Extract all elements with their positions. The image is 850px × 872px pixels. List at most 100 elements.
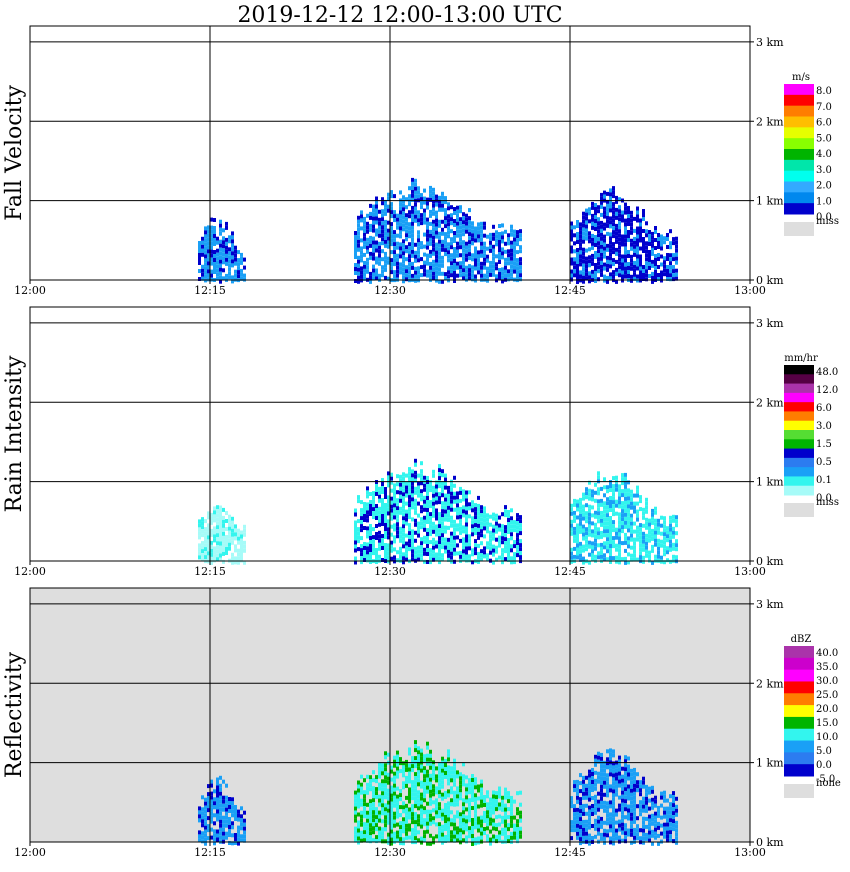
echo-pixel xyxy=(231,239,234,244)
echo-pixel xyxy=(198,241,201,245)
echo-pixel xyxy=(474,226,477,231)
echo-pixel xyxy=(504,819,507,824)
echo-pixel xyxy=(402,817,405,822)
echo-pixel xyxy=(414,206,417,211)
echo-pixel xyxy=(612,194,615,199)
echo-pixel xyxy=(603,541,606,546)
echo-pixel xyxy=(492,272,495,277)
echo-pixel xyxy=(573,249,576,254)
echo-pixel xyxy=(450,487,453,492)
echo-pixel xyxy=(207,523,210,528)
echo-pixel xyxy=(444,823,447,827)
echo-pixel xyxy=(594,243,597,247)
echo-pixel xyxy=(510,831,513,836)
echo-pixel xyxy=(441,271,444,276)
echo-pixel xyxy=(393,835,396,840)
echo-pixel xyxy=(204,274,207,279)
echo-pixel xyxy=(663,552,666,557)
echo-pixel xyxy=(642,828,645,833)
echo-pixel xyxy=(390,516,393,521)
echo-pixel xyxy=(399,813,402,818)
echo-pixel xyxy=(597,237,600,242)
echo-pixel xyxy=(405,501,408,506)
echo-pixel xyxy=(609,752,612,757)
echo-pixel xyxy=(573,518,576,523)
echo-pixel xyxy=(462,810,465,815)
echo-pixel xyxy=(213,230,216,234)
echo-pixel xyxy=(396,814,399,819)
echo-pixel xyxy=(633,521,636,526)
echo-pixel xyxy=(366,550,369,555)
echo-pixel xyxy=(213,242,216,246)
echo-pixel xyxy=(393,831,396,836)
echo-pixel xyxy=(498,248,501,252)
echo-pixel xyxy=(393,763,396,768)
echo-pixel xyxy=(219,549,222,554)
echo-pixel xyxy=(456,261,459,266)
echo-pixel xyxy=(384,535,387,539)
echo-pixel xyxy=(375,232,378,237)
echo-pixel xyxy=(618,556,621,561)
echo-pixel xyxy=(423,806,426,811)
echo-pixel xyxy=(381,518,384,522)
echo-pixel xyxy=(648,530,651,535)
echo-pixel xyxy=(669,241,672,246)
echo-pixel xyxy=(402,500,405,505)
echo-pixel xyxy=(627,516,630,521)
echo-pixel xyxy=(405,265,408,270)
echo-pixel xyxy=(228,538,231,543)
echo-pixel xyxy=(429,528,432,533)
echo-pixel xyxy=(201,553,204,558)
echo-pixel xyxy=(645,521,648,526)
echo-pixel xyxy=(630,493,633,498)
echo-pixel xyxy=(621,242,624,247)
echo-pixel xyxy=(363,794,366,799)
echo-pixel xyxy=(354,243,357,247)
echo-pixel xyxy=(411,764,414,769)
echo-pixel xyxy=(420,784,423,789)
echo-pixel xyxy=(585,228,588,233)
echo-pixel xyxy=(360,818,363,823)
echo-pixel xyxy=(630,529,633,534)
echo-pixel xyxy=(459,225,462,230)
echo-pixel xyxy=(672,277,675,282)
echo-pixel xyxy=(621,806,624,811)
echo-pixel xyxy=(492,794,495,799)
echo-pixel xyxy=(369,811,372,816)
echo-pixel xyxy=(582,279,585,284)
echo-pixel xyxy=(501,251,504,256)
echo-pixel xyxy=(516,238,519,243)
echo-pixel xyxy=(357,279,360,284)
echo-pixel xyxy=(624,835,627,840)
echo-pixel xyxy=(471,548,474,553)
echo-pixel xyxy=(204,841,207,846)
echo-pixel xyxy=(630,497,633,502)
echo-pixel xyxy=(369,251,372,256)
echo-pixel xyxy=(627,792,630,797)
echo-pixel xyxy=(381,839,384,844)
echo-pixel xyxy=(510,268,513,273)
echo-pixel xyxy=(660,539,663,544)
echo-pixel xyxy=(375,268,378,273)
echo-pixel xyxy=(450,515,453,520)
echo-pixel xyxy=(663,256,666,261)
echo-pixel xyxy=(627,214,630,218)
echo-pixel xyxy=(411,820,414,825)
echo-pixel xyxy=(447,226,450,231)
echo-pixel xyxy=(432,469,435,474)
echo-pixel xyxy=(207,792,210,797)
echo-pixel xyxy=(471,500,474,505)
echo-pixel xyxy=(483,827,486,831)
echo-pixel xyxy=(648,834,651,839)
echo-pixel xyxy=(369,827,372,832)
echo-pixel xyxy=(363,554,366,558)
echo-pixel xyxy=(204,555,207,560)
echo-pixel xyxy=(396,253,399,258)
echo-pixel xyxy=(390,789,393,794)
echo-pixel xyxy=(414,250,417,255)
echo-pixel xyxy=(426,233,429,238)
echo-pixel xyxy=(594,810,597,815)
echo-pixel xyxy=(429,189,432,194)
echo-pixel xyxy=(474,246,477,251)
echo-pixel xyxy=(612,250,615,255)
